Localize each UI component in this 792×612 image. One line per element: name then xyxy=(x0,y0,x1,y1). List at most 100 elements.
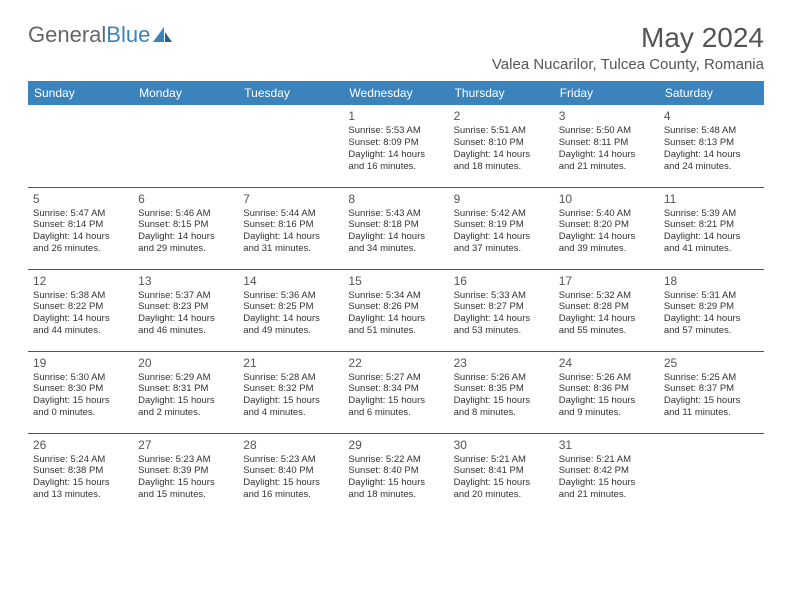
calendar-cell: 29Sunrise: 5:22 AMSunset: 8:40 PMDayligh… xyxy=(343,433,448,515)
day-details: Sunrise: 5:25 AMSunset: 8:37 PMDaylight:… xyxy=(664,372,759,420)
day-number: 26 xyxy=(33,438,128,453)
day-details: Sunrise: 5:34 AMSunset: 8:26 PMDaylight:… xyxy=(348,290,443,338)
weekday-header: Sunday xyxy=(28,81,133,105)
calendar-row: 1Sunrise: 5:53 AMSunset: 8:09 PMDaylight… xyxy=(28,105,764,187)
weekday-header: Wednesday xyxy=(343,81,448,105)
day-number: 28 xyxy=(243,438,338,453)
day-number: 25 xyxy=(664,356,759,371)
calendar-row: 12Sunrise: 5:38 AMSunset: 8:22 PMDayligh… xyxy=(28,269,764,351)
day-details: Sunrise: 5:26 AMSunset: 8:35 PMDaylight:… xyxy=(454,372,549,420)
day-details: Sunrise: 5:44 AMSunset: 8:16 PMDaylight:… xyxy=(243,208,338,256)
weekday-header: Tuesday xyxy=(238,81,343,105)
weekday-row: Sunday Monday Tuesday Wednesday Thursday… xyxy=(28,81,764,105)
calendar-cell: 28Sunrise: 5:23 AMSunset: 8:40 PMDayligh… xyxy=(238,433,343,515)
weekday-header: Saturday xyxy=(659,81,764,105)
day-details: Sunrise: 5:46 AMSunset: 8:15 PMDaylight:… xyxy=(138,208,233,256)
day-number: 27 xyxy=(138,438,233,453)
day-details: Sunrise: 5:38 AMSunset: 8:22 PMDaylight:… xyxy=(33,290,128,338)
day-details: Sunrise: 5:43 AMSunset: 8:18 PMDaylight:… xyxy=(348,208,443,256)
day-details: Sunrise: 5:40 AMSunset: 8:20 PMDaylight:… xyxy=(559,208,654,256)
day-number: 4 xyxy=(664,109,759,124)
calendar-cell: 2Sunrise: 5:51 AMSunset: 8:10 PMDaylight… xyxy=(449,105,554,187)
calendar-cell: 22Sunrise: 5:27 AMSunset: 8:34 PMDayligh… xyxy=(343,351,448,433)
day-details: Sunrise: 5:42 AMSunset: 8:19 PMDaylight:… xyxy=(454,208,549,256)
calendar-cell: 20Sunrise: 5:29 AMSunset: 8:31 PMDayligh… xyxy=(133,351,238,433)
calendar-cell: 14Sunrise: 5:36 AMSunset: 8:25 PMDayligh… xyxy=(238,269,343,351)
day-details: Sunrise: 5:53 AMSunset: 8:09 PMDaylight:… xyxy=(348,125,443,173)
day-number: 1 xyxy=(348,109,443,124)
calendar-cell: 16Sunrise: 5:33 AMSunset: 8:27 PMDayligh… xyxy=(449,269,554,351)
calendar-cell xyxy=(238,105,343,187)
day-number: 11 xyxy=(664,192,759,207)
day-details: Sunrise: 5:21 AMSunset: 8:41 PMDaylight:… xyxy=(454,454,549,502)
day-details: Sunrise: 5:47 AMSunset: 8:14 PMDaylight:… xyxy=(33,208,128,256)
logo-sail-icon xyxy=(152,26,174,44)
day-details: Sunrise: 5:30 AMSunset: 8:30 PMDaylight:… xyxy=(33,372,128,420)
calendar-cell: 10Sunrise: 5:40 AMSunset: 8:20 PMDayligh… xyxy=(554,187,659,269)
day-details: Sunrise: 5:51 AMSunset: 8:10 PMDaylight:… xyxy=(454,125,549,173)
calendar-cell: 12Sunrise: 5:38 AMSunset: 8:22 PMDayligh… xyxy=(28,269,133,351)
day-number: 22 xyxy=(348,356,443,371)
day-details: Sunrise: 5:23 AMSunset: 8:40 PMDaylight:… xyxy=(243,454,338,502)
day-number: 18 xyxy=(664,274,759,289)
calendar-head: Sunday Monday Tuesday Wednesday Thursday… xyxy=(28,81,764,105)
weekday-header: Friday xyxy=(554,81,659,105)
calendar-table: Sunday Monday Tuesday Wednesday Thursday… xyxy=(28,81,764,515)
day-number: 8 xyxy=(348,192,443,207)
day-number: 19 xyxy=(33,356,128,371)
logo-text-general: General xyxy=(28,22,106,48)
calendar-cell: 6Sunrise: 5:46 AMSunset: 8:15 PMDaylight… xyxy=(133,187,238,269)
calendar-cell: 4Sunrise: 5:48 AMSunset: 8:13 PMDaylight… xyxy=(659,105,764,187)
calendar-cell: 8Sunrise: 5:43 AMSunset: 8:18 PMDaylight… xyxy=(343,187,448,269)
day-number: 15 xyxy=(348,274,443,289)
day-details: Sunrise: 5:31 AMSunset: 8:29 PMDaylight:… xyxy=(664,290,759,338)
calendar-cell: 27Sunrise: 5:23 AMSunset: 8:39 PMDayligh… xyxy=(133,433,238,515)
day-details: Sunrise: 5:23 AMSunset: 8:39 PMDaylight:… xyxy=(138,454,233,502)
logo: GeneralBlue xyxy=(28,22,174,48)
calendar-page: GeneralBlue May 2024 Valea Nucarilor, Tu… xyxy=(0,0,792,537)
calendar-cell: 24Sunrise: 5:26 AMSunset: 8:36 PMDayligh… xyxy=(554,351,659,433)
weekday-header: Thursday xyxy=(449,81,554,105)
calendar-cell: 13Sunrise: 5:37 AMSunset: 8:23 PMDayligh… xyxy=(133,269,238,351)
header: GeneralBlue May 2024 Valea Nucarilor, Tu… xyxy=(28,22,764,73)
day-details: Sunrise: 5:28 AMSunset: 8:32 PMDaylight:… xyxy=(243,372,338,420)
day-details: Sunrise: 5:37 AMSunset: 8:23 PMDaylight:… xyxy=(138,290,233,338)
day-number: 13 xyxy=(138,274,233,289)
day-number: 2 xyxy=(454,109,549,124)
day-number: 24 xyxy=(559,356,654,371)
day-number: 12 xyxy=(33,274,128,289)
calendar-row: 26Sunrise: 5:24 AMSunset: 8:38 PMDayligh… xyxy=(28,433,764,515)
logo-text-blue: Blue xyxy=(106,22,150,48)
day-number: 21 xyxy=(243,356,338,371)
day-details: Sunrise: 5:33 AMSunset: 8:27 PMDaylight:… xyxy=(454,290,549,338)
calendar-cell xyxy=(133,105,238,187)
title-block: May 2024 Valea Nucarilor, Tulcea County,… xyxy=(492,22,764,73)
day-details: Sunrise: 5:24 AMSunset: 8:38 PMDaylight:… xyxy=(33,454,128,502)
day-number: 16 xyxy=(454,274,549,289)
day-details: Sunrise: 5:32 AMSunset: 8:28 PMDaylight:… xyxy=(559,290,654,338)
calendar-cell: 5Sunrise: 5:47 AMSunset: 8:14 PMDaylight… xyxy=(28,187,133,269)
day-number: 31 xyxy=(559,438,654,453)
day-details: Sunrise: 5:21 AMSunset: 8:42 PMDaylight:… xyxy=(559,454,654,502)
calendar-cell: 17Sunrise: 5:32 AMSunset: 8:28 PMDayligh… xyxy=(554,269,659,351)
calendar-body: 1Sunrise: 5:53 AMSunset: 8:09 PMDaylight… xyxy=(28,105,764,515)
day-number: 14 xyxy=(243,274,338,289)
day-number: 20 xyxy=(138,356,233,371)
day-number: 10 xyxy=(559,192,654,207)
calendar-cell: 19Sunrise: 5:30 AMSunset: 8:30 PMDayligh… xyxy=(28,351,133,433)
day-details: Sunrise: 5:27 AMSunset: 8:34 PMDaylight:… xyxy=(348,372,443,420)
calendar-cell: 21Sunrise: 5:28 AMSunset: 8:32 PMDayligh… xyxy=(238,351,343,433)
day-details: Sunrise: 5:39 AMSunset: 8:21 PMDaylight:… xyxy=(664,208,759,256)
day-number: 23 xyxy=(454,356,549,371)
calendar-cell xyxy=(659,433,764,515)
calendar-cell: 23Sunrise: 5:26 AMSunset: 8:35 PMDayligh… xyxy=(449,351,554,433)
calendar-cell: 9Sunrise: 5:42 AMSunset: 8:19 PMDaylight… xyxy=(449,187,554,269)
day-number: 17 xyxy=(559,274,654,289)
day-number: 5 xyxy=(33,192,128,207)
calendar-cell: 26Sunrise: 5:24 AMSunset: 8:38 PMDayligh… xyxy=(28,433,133,515)
calendar-cell: 7Sunrise: 5:44 AMSunset: 8:16 PMDaylight… xyxy=(238,187,343,269)
calendar-row: 5Sunrise: 5:47 AMSunset: 8:14 PMDaylight… xyxy=(28,187,764,269)
day-number: 9 xyxy=(454,192,549,207)
day-details: Sunrise: 5:26 AMSunset: 8:36 PMDaylight:… xyxy=(559,372,654,420)
month-title: May 2024 xyxy=(492,22,764,54)
